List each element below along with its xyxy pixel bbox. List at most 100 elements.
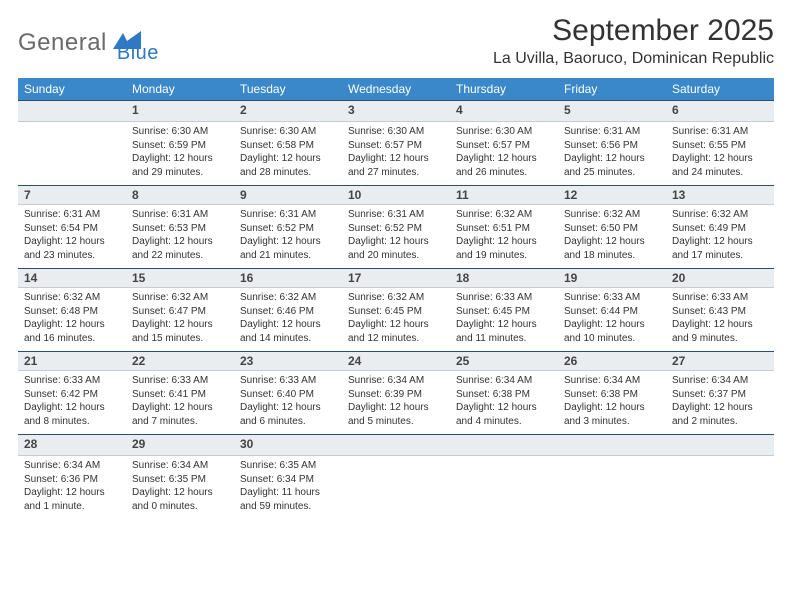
day-cell: Sunrise: 6:32 AMSunset: 6:50 PMDaylight:…	[558, 205, 666, 269]
day-daylight: Daylight: 12 hours and 17 minutes.	[672, 235, 768, 262]
day-sunset: Sunset: 6:57 PM	[456, 139, 552, 153]
day-sunset: Sunset: 6:55 PM	[672, 139, 768, 153]
day-cell: Sunrise: 6:31 AMSunset: 6:52 PMDaylight:…	[234, 205, 342, 269]
day-sunrise: Sunrise: 6:32 AM	[24, 291, 120, 305]
day-number: 18	[450, 269, 558, 287]
day-number: 30	[234, 435, 342, 453]
day-sunrise: Sunrise: 6:33 AM	[132, 374, 228, 388]
day-cell: Sunrise: 6:33 AMSunset: 6:42 PMDaylight:…	[18, 371, 126, 435]
day-sunrise: Sunrise: 6:31 AM	[672, 125, 768, 139]
logo-text-blue: Blue	[117, 20, 159, 65]
weekday-header: Saturday	[666, 78, 774, 101]
day-number-cell: 8	[126, 186, 234, 205]
day-sunrise: Sunrise: 6:33 AM	[672, 291, 768, 305]
day-sunrise: Sunrise: 6:34 AM	[672, 374, 768, 388]
day-cell: Sunrise: 6:30 AMSunset: 6:59 PMDaylight:…	[126, 122, 234, 186]
day-daylight: Daylight: 12 hours and 8 minutes.	[24, 401, 120, 428]
day-daylight: Daylight: 12 hours and 14 minutes.	[240, 318, 336, 345]
day-sunset: Sunset: 6:35 PM	[132, 473, 228, 487]
day-sunset: Sunset: 6:43 PM	[672, 305, 768, 319]
title-block: September 2025 La Uvilla, Baoruco, Domin…	[493, 14, 774, 68]
day-number-cell: 17	[342, 269, 450, 288]
logo: General Blue	[18, 14, 159, 65]
day-sunrise: Sunrise: 6:34 AM	[564, 374, 660, 388]
weekday-header: Monday	[126, 78, 234, 101]
day-daylight: Daylight: 12 hours and 0 minutes.	[132, 486, 228, 513]
day-number-cell: 23	[234, 352, 342, 371]
day-sunrise: Sunrise: 6:33 AM	[24, 374, 120, 388]
day-number-cell: 18	[450, 269, 558, 288]
day-number-cell	[666, 435, 774, 456]
day-cell: Sunrise: 6:31 AMSunset: 6:56 PMDaylight:…	[558, 122, 666, 186]
day-sunset: Sunset: 6:48 PM	[24, 305, 120, 319]
day-sunrise: Sunrise: 6:34 AM	[348, 374, 444, 388]
day-daylight: Daylight: 12 hours and 28 minutes.	[240, 152, 336, 179]
weekday-header: Thursday	[450, 78, 558, 101]
day-number-cell: 25	[450, 352, 558, 371]
day-daylight: Daylight: 12 hours and 23 minutes.	[24, 235, 120, 262]
day-number: 26	[558, 352, 666, 370]
day-number: 28	[18, 435, 126, 453]
day-number	[450, 435, 558, 455]
day-number: 27	[666, 352, 774, 370]
day-daylight: Daylight: 12 hours and 16 minutes.	[24, 318, 120, 345]
day-cell: Sunrise: 6:31 AMSunset: 6:53 PMDaylight:…	[126, 205, 234, 269]
day-sunset: Sunset: 6:39 PM	[348, 388, 444, 402]
day-daylight: Daylight: 12 hours and 25 minutes.	[564, 152, 660, 179]
day-number: 17	[342, 269, 450, 287]
day-number-cell: 21	[18, 352, 126, 371]
day-number-cell: 9	[234, 186, 342, 205]
day-number-cell: 15	[126, 269, 234, 288]
weekday-header: Sunday	[18, 78, 126, 101]
day-cell: Sunrise: 6:32 AMSunset: 6:48 PMDaylight:…	[18, 288, 126, 352]
day-sunset: Sunset: 6:45 PM	[348, 305, 444, 319]
day-number-cell: 27	[666, 352, 774, 371]
day-sunset: Sunset: 6:44 PM	[564, 305, 660, 319]
day-daylight: Daylight: 12 hours and 27 minutes.	[348, 152, 444, 179]
day-cell	[342, 456, 450, 520]
day-number: 22	[126, 352, 234, 370]
day-number-cell: 26	[558, 352, 666, 371]
day-number: 13	[666, 186, 774, 204]
document-page: { "logo":{"text_general":"General","text…	[0, 0, 792, 612]
day-number-cell: 12	[558, 186, 666, 205]
day-sunrise: Sunrise: 6:33 AM	[564, 291, 660, 305]
day-number: 14	[18, 269, 126, 287]
day-sunrise: Sunrise: 6:31 AM	[564, 125, 660, 139]
day-number: 24	[342, 352, 450, 370]
day-cell: Sunrise: 6:34 AMSunset: 6:35 PMDaylight:…	[126, 456, 234, 520]
day-number: 6	[666, 101, 774, 119]
day-number: 4	[450, 101, 558, 119]
day-number-cell	[18, 101, 126, 122]
day-daylight: Daylight: 12 hours and 18 minutes.	[564, 235, 660, 262]
day-daylight: Daylight: 12 hours and 19 minutes.	[456, 235, 552, 262]
day-daylight: Daylight: 11 hours and 59 minutes.	[240, 486, 336, 513]
weekday-header: Wednesday	[342, 78, 450, 101]
day-sunset: Sunset: 6:59 PM	[132, 139, 228, 153]
day-number-cell: 2	[234, 101, 342, 122]
day-sunrise: Sunrise: 6:31 AM	[240, 208, 336, 222]
day-number-cell: 22	[126, 352, 234, 371]
day-daylight: Daylight: 12 hours and 2 minutes.	[672, 401, 768, 428]
weekday-header: Friday	[558, 78, 666, 101]
day-sunrise: Sunrise: 6:32 AM	[672, 208, 768, 222]
day-sunrise: Sunrise: 6:33 AM	[456, 291, 552, 305]
day-cell: Sunrise: 6:30 AMSunset: 6:57 PMDaylight:…	[450, 122, 558, 186]
day-number: 20	[666, 269, 774, 287]
day-cell: Sunrise: 6:33 AMSunset: 6:45 PMDaylight:…	[450, 288, 558, 352]
day-cell: Sunrise: 6:33 AMSunset: 6:41 PMDaylight:…	[126, 371, 234, 435]
day-cell: Sunrise: 6:34 AMSunset: 6:38 PMDaylight:…	[450, 371, 558, 435]
day-daylight: Daylight: 12 hours and 12 minutes.	[348, 318, 444, 345]
day-number-cell: 28	[18, 435, 126, 456]
day-cell	[666, 456, 774, 520]
day-sunrise: Sunrise: 6:30 AM	[348, 125, 444, 139]
day-number-cell: 7	[18, 186, 126, 205]
day-number-cell	[342, 435, 450, 456]
day-daylight: Daylight: 12 hours and 20 minutes.	[348, 235, 444, 262]
day-number: 16	[234, 269, 342, 287]
day-number-cell	[450, 435, 558, 456]
day-daylight: Daylight: 12 hours and 9 minutes.	[672, 318, 768, 345]
calendar-header-row: SundayMondayTuesdayWednesdayThursdayFrid…	[18, 78, 774, 101]
day-number: 2	[234, 101, 342, 119]
day-number	[18, 101, 126, 121]
